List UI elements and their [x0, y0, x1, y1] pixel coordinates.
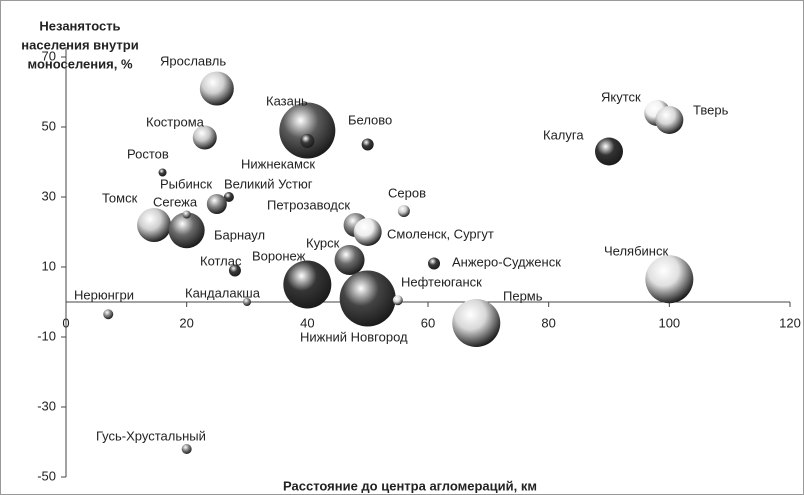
point-label: Барнаул: [214, 227, 265, 242]
point-label: Тверь: [693, 102, 729, 117]
x-tick-label: 80: [541, 315, 555, 330]
x-tick-label: 60: [421, 315, 435, 330]
y-axis-label: населения внутри: [21, 37, 138, 52]
y-tick-label: 30: [42, 188, 56, 203]
bubble: [223, 192, 234, 202]
y-tick-label: 70: [42, 48, 56, 63]
point-label: Сегежа: [153, 194, 198, 209]
bubble: [206, 194, 227, 214]
point-label: Казань: [266, 93, 308, 108]
bubble: [428, 257, 441, 270]
bubble: [655, 106, 684, 134]
bubble: [168, 212, 205, 249]
point-label: Калуга: [543, 127, 584, 142]
bubble: [283, 260, 332, 309]
bubble: [279, 102, 336, 159]
point-label: Ярославль: [160, 53, 226, 68]
y-tick-label: -30: [37, 398, 56, 413]
point-label: Челябинск: [604, 243, 668, 258]
x-tick-label: 0: [62, 315, 69, 330]
point-label: Курск: [306, 235, 340, 250]
point-label: Смоленск, Сургут: [387, 226, 494, 241]
bubble: [397, 205, 410, 217]
point-label: Петрозаводск: [267, 197, 350, 212]
bubble: [181, 444, 192, 454]
x-axis-label: Расстояние до центра агломераций, км: [283, 478, 537, 493]
x-tick-label: 20: [179, 315, 193, 330]
point-label: Рыбинск: [160, 176, 212, 191]
x-tick-label: 120: [779, 315, 801, 330]
point-label: Кострома: [146, 114, 205, 129]
bubble: [595, 137, 623, 166]
y-tick-label: -50: [37, 468, 56, 483]
point-label: Нижнекамск: [241, 156, 315, 171]
y-tick-label: 10: [42, 258, 56, 273]
bubble: [361, 138, 374, 151]
point-label: Великий Устюг: [224, 176, 313, 191]
bubble: [243, 298, 251, 306]
point-label: Серов: [388, 185, 426, 200]
bubble: [300, 134, 315, 148]
point-label: Нефтеюганск: [401, 274, 482, 289]
bubble: [228, 264, 241, 277]
bubble: [158, 168, 167, 177]
y-tick-label: 50: [42, 118, 56, 133]
y-axis-label: Незанятость: [39, 18, 120, 33]
bubble: [137, 208, 172, 242]
bubble: [645, 255, 694, 304]
bubble: [103, 309, 114, 320]
bubble: [392, 295, 403, 306]
bubble: [353, 218, 382, 246]
bubble: [192, 125, 217, 150]
x-tick-label: 100: [658, 315, 680, 330]
point-label: Воронеж: [252, 248, 306, 263]
bubble: [199, 71, 234, 106]
bubble: [182, 210, 191, 219]
point-label: Анжеро-Судженск: [452, 254, 561, 269]
point-label: Кандалакша: [185, 285, 261, 300]
point-label: Нерюнгри: [74, 287, 134, 302]
point-label: Белово: [348, 112, 392, 127]
point-label: Нижний Новгород: [300, 329, 408, 344]
point-label: Томск: [102, 190, 138, 205]
y-axis-label: моноселения, %: [28, 56, 133, 71]
point-label: Пермь: [503, 288, 543, 303]
bubble: [334, 245, 365, 275]
x-tick-label: 40: [300, 315, 314, 330]
point-label: Котлас: [200, 253, 242, 268]
y-tick-label: -10: [37, 328, 56, 343]
point-label: Гусь-Хрустальный: [96, 428, 206, 443]
point-label: Ростов: [127, 146, 169, 161]
bubble: [339, 270, 396, 327]
bubble: [452, 299, 501, 347]
point-label: Якутск: [601, 89, 641, 104]
